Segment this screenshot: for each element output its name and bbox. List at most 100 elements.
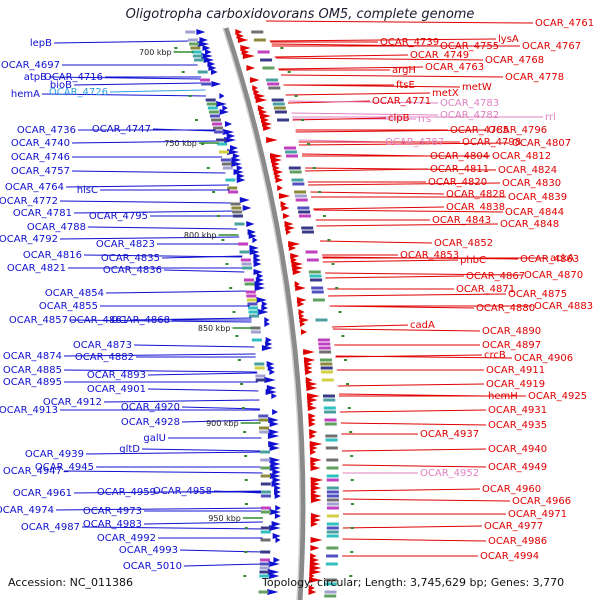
gc-marker [331,263,335,265]
gene-label-reverse: OCAR_4740 [11,138,70,149]
connector-line [338,383,485,387]
forward-gene-arrow [306,381,318,387]
gene-label-reverse: OCAR_4823 [96,239,155,250]
gene-label-forward: OCAR_4755 [440,41,499,52]
gene-label-reverse: OCAR_4874 [3,351,62,362]
cog-category-bar [259,558,270,562]
kbp-label: 950 kbp [208,514,241,523]
gene-label-forward: ackA [550,253,574,264]
connector-line [73,210,235,214]
gc-marker [237,359,241,361]
forward-gene-arrow [285,225,295,231]
gc-marker [243,431,247,433]
reverse-gene-arrow [236,177,246,183]
gene-label-reverse: OCAR_4983 [83,519,142,530]
cog-category-bar [250,330,261,334]
forward-gene-arrow [277,185,283,191]
gene-label-reverse: OCAR_4855 [39,301,98,312]
cog-category-bar [308,270,321,274]
cog-category-bar [225,178,236,182]
connector-line [328,293,507,297]
cog-category-bar [259,562,270,566]
reverse-gene-arrow [256,273,264,279]
cog-category-bar [251,338,262,342]
reverse-gene-arrow [271,521,281,527]
cog-category-bar [324,594,337,598]
forward-gene-arrow [310,449,317,455]
cog-category-bar [326,474,339,478]
connector-line [291,112,439,116]
reverse-gene-arrow [233,169,244,175]
cog-category-bar [258,418,269,422]
kbp-label: 850 kbp [198,324,231,333]
gene-label-forward: OCAR_4807 [512,138,571,149]
forward-gene-arrow [307,405,318,411]
reverse-gene-arrow [219,93,225,99]
reverse-gene-arrow [222,105,228,111]
connector-line [284,84,461,88]
cog-category-bar [324,582,337,586]
cog-category-bar [208,110,219,114]
connector-line [332,328,481,332]
cog-category-bar [319,350,332,354]
gc-marker [240,383,244,385]
gene-label-forward: OCAR_4838 [446,202,505,213]
reverse-gene-arrow [242,205,252,211]
cog-category-bar [326,498,339,502]
gene-label-forward: argH [392,65,416,76]
reverse-gene-arrow [253,269,263,275]
reverse-gene-arrow [274,513,281,519]
forward-gene-arrow [290,253,300,259]
forward-gene-arrow [292,269,302,275]
connector-line [87,226,238,230]
gc-marker [287,71,291,73]
map-title: Oligotropha carboxidovorans OM5, complet… [126,7,475,22]
backbone-highlight [222,27,301,600]
gene-label-forward: rrs [418,114,431,125]
forward-gene-arrow [297,301,305,307]
gene-label-reverse: OCAR_4816 [23,250,82,261]
forward-gene-arrow [309,445,318,451]
gc-marker [244,479,248,481]
cog-category-bar [260,450,271,454]
forward-gene-arrow [273,169,284,175]
reverse-gene-arrow [268,429,280,435]
cog-category-bar [217,142,228,146]
gc-marker [349,431,353,433]
cog-category-bar [234,222,245,226]
gene-label-reverse: OCAR_4792 [0,234,58,245]
reverse-gene-arrow [269,421,279,427]
cog-category-bar [250,326,261,330]
connector-line [141,448,262,452]
forward-gene-arrow [296,297,307,303]
gene-label-reverse: bioB [50,80,72,91]
gene-label-forward: OCAR_4844 [505,207,564,218]
forward-gene-arrow [310,481,320,487]
connector-line [308,182,501,186]
reverse-gene-arrow [246,221,255,227]
reverse-gene-arrow [196,29,206,35]
gene-label-forward: ftsE [396,80,415,91]
cog-category-bar [244,278,255,282]
cog-category-bar [244,282,255,286]
connector-line [73,82,204,86]
reverse-gene-arrow [272,477,281,483]
gc-marker [307,143,311,145]
cog-category-bar [211,118,222,122]
gene-label-reverse: OCAR_4928 [121,417,180,428]
connector-line [278,66,424,70]
forward-gene-arrow [282,213,290,219]
connector-line [143,521,263,525]
forward-gene-arrow [308,417,316,423]
gc-marker [335,287,339,289]
gene-label-forward: lysA [498,34,519,45]
connector-line [298,142,511,146]
cog-category-bar [254,366,265,370]
gene-label-reverse: OCAR_4961 [13,488,72,499]
cog-category-bar [251,30,264,34]
topology-text: Topology: circular; Length: 3,745,629 bp… [261,576,564,589]
forward-gene-arrow [309,565,322,571]
reverse-gene-arrow [274,485,281,491]
cog-category-bar [320,362,333,366]
cog-category-bar [259,570,270,574]
